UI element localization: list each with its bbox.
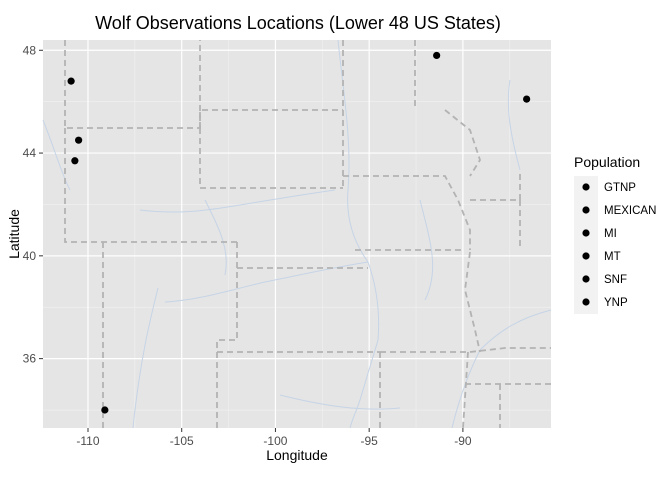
river-line — [279, 394, 401, 410]
river-line — [337, 39, 380, 429]
observation-point — [67, 77, 75, 85]
legend-label: YNP — [604, 297, 628, 309]
legend: Population GTNP MEXICAN MI MT SNF YNP — [574, 154, 656, 314]
rivers-layer — [42, 39, 552, 429]
x-tick-label: -105 — [170, 434, 194, 448]
y-axis-label: Latitude — [6, 209, 22, 259]
x-axis: -110 -105 -100 -95 -90 — [76, 428, 472, 448]
river-line — [479, 309, 552, 351]
state-border — [64, 128, 237, 243]
observation-point — [433, 51, 441, 60]
state-border — [462, 351, 469, 429]
river-line — [507, 79, 521, 171]
observation-point — [75, 136, 83, 144]
river-line — [42, 119, 71, 191]
river-line — [204, 199, 227, 276]
x-tick-label: -95 — [360, 434, 378, 448]
legend-key-point — [582, 275, 590, 283]
x-axis-label: Longitude — [266, 447, 328, 463]
state-border — [199, 109, 343, 128]
data-points — [67, 51, 531, 414]
state-borders-layer — [64, 40, 551, 429]
y-tick-label: 36 — [23, 352, 37, 366]
observation-point — [523, 95, 531, 103]
legend-label: MEXICAN — [604, 205, 656, 217]
legend-title: Population — [574, 154, 640, 170]
river-line — [139, 189, 336, 213]
state-border — [199, 128, 343, 189]
legend-label: MI — [604, 228, 617, 240]
legend-key-point — [582, 183, 590, 191]
legend-key-point — [582, 229, 590, 237]
y-tick-label: 40 — [23, 249, 37, 263]
observation-point — [101, 406, 109, 414]
legend-label: MT — [604, 251, 621, 263]
panel-background — [43, 40, 551, 428]
chart-title: Wolf Observations Locations (Lower 48 US… — [95, 13, 501, 33]
state-border — [380, 347, 551, 353]
state-border — [216, 242, 238, 428]
x-tick-label: -110 — [76, 434, 99, 448]
x-tick-label: -90 — [454, 434, 472, 448]
minor-gridlines — [43, 40, 551, 428]
y-tick-label: 44 — [23, 146, 37, 160]
river-line — [164, 261, 369, 303]
legend-label: SNF — [604, 274, 627, 286]
river-line — [419, 199, 434, 301]
legend-key-background — [574, 176, 598, 314]
river-line — [132, 287, 159, 429]
x-tick-label: -100 — [263, 434, 287, 448]
state-border — [64, 40, 201, 129]
legend-key-point — [582, 206, 590, 214]
major-gridlines — [43, 40, 551, 428]
observation-point — [71, 157, 79, 165]
legend-items: GTNP MEXICAN MI MT SNF YNP — [582, 182, 656, 309]
legend-key-point — [582, 252, 590, 260]
state-border — [464, 251, 481, 353]
y-axis: 36 40 44 48 — [23, 43, 43, 366]
y-tick-label: 48 — [23, 43, 37, 57]
legend-label: GTNP — [604, 182, 636, 194]
plot-panel — [42, 39, 552, 429]
legend-key-point — [582, 298, 590, 306]
state-border — [444, 109, 481, 177]
